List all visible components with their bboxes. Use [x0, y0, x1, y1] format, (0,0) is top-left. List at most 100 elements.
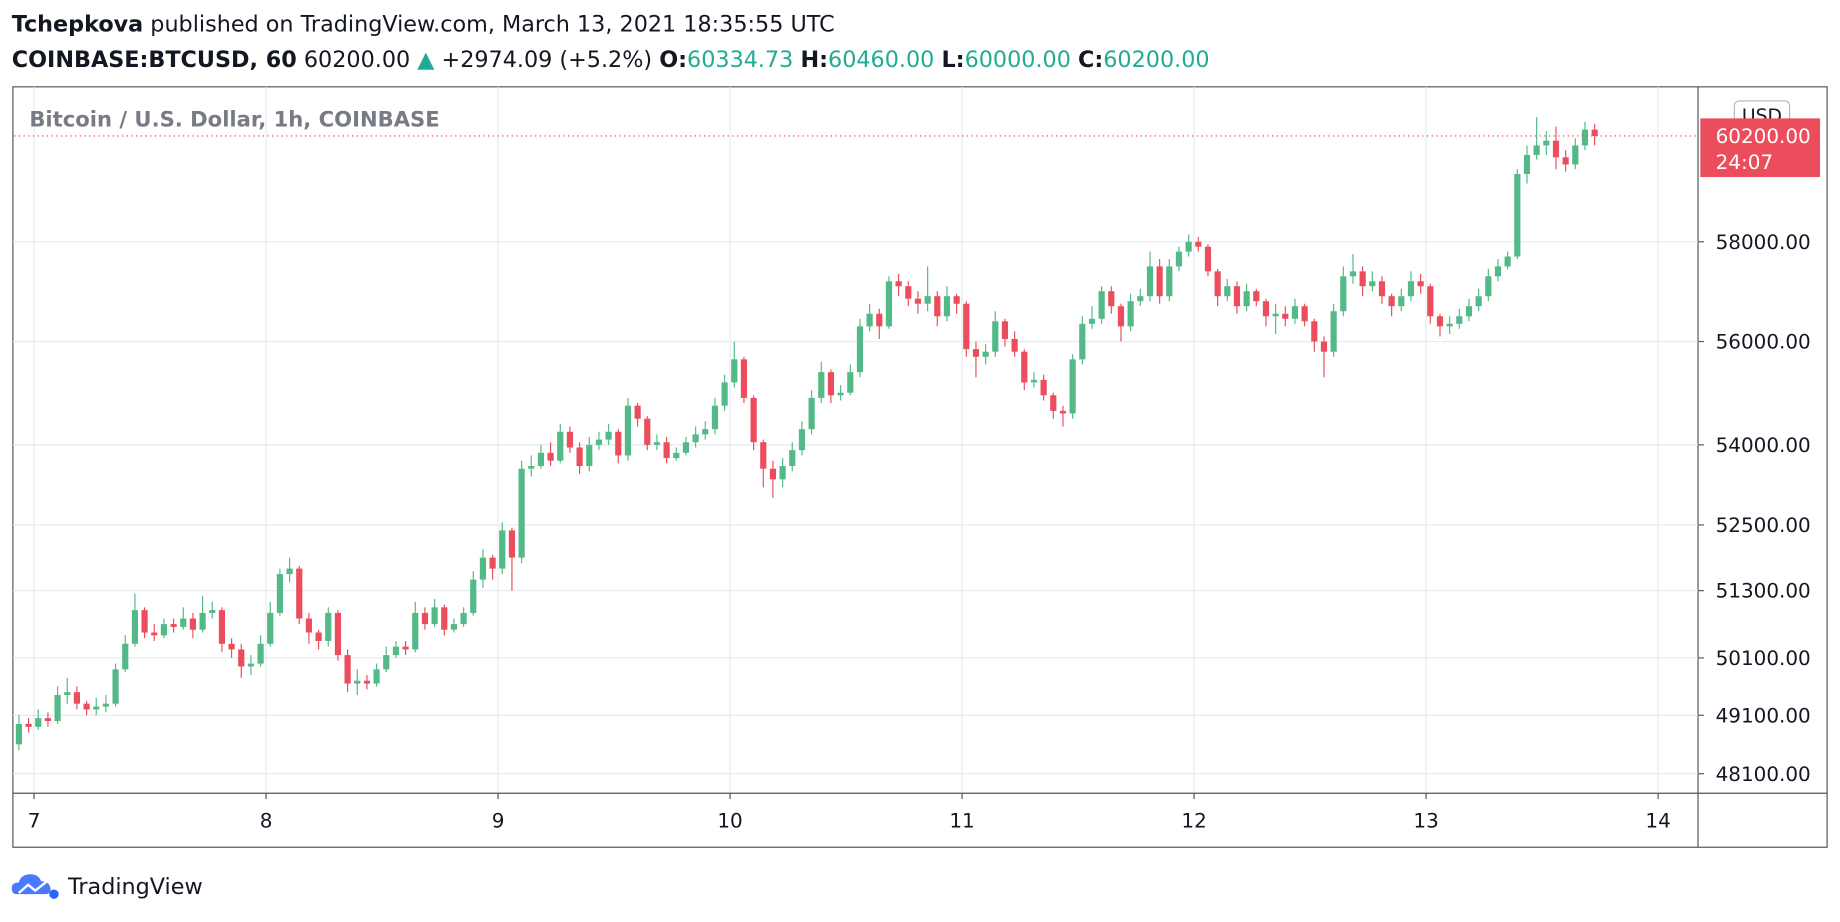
candle-body — [141, 610, 148, 633]
x-tick-label: 11 — [949, 808, 974, 832]
candle-body — [1214, 271, 1221, 297]
candle-body — [1378, 281, 1386, 297]
candle-body — [93, 706, 100, 710]
candle-body — [276, 574, 284, 613]
candle-body — [924, 296, 931, 304]
candle-body — [189, 618, 197, 630]
candle-body — [1562, 157, 1569, 165]
candle-body — [1030, 379, 1038, 383]
candle-body — [315, 632, 322, 641]
candle-body — [257, 643, 264, 664]
candle-body — [1040, 379, 1047, 396]
last-price-box — [1700, 118, 1821, 178]
candle-body — [1591, 129, 1598, 136]
candle-body — [508, 530, 516, 558]
grid — [12, 86, 1699, 793]
candle-body — [866, 313, 873, 327]
candle-body — [112, 669, 119, 704]
candle-body — [653, 442, 661, 445]
candle-body — [363, 680, 371, 684]
candle-body — [199, 612, 206, 630]
y-tick-label: 58000.00 — [1716, 230, 1811, 254]
candle-body — [470, 579, 477, 613]
candle-body — [1436, 316, 1444, 327]
candle-body — [344, 655, 351, 684]
candle-body — [102, 703, 110, 707]
candle-body — [1581, 129, 1589, 146]
candle-body — [1523, 154, 1531, 175]
candle-body — [1552, 140, 1560, 158]
candle-body — [798, 429, 806, 451]
candle-body — [982, 351, 989, 357]
candle-body — [247, 663, 255, 667]
y-tick-label: 49100.00 — [1716, 703, 1811, 727]
candle-body — [392, 646, 400, 656]
candle-body — [286, 568, 293, 575]
candle-body — [267, 612, 274, 644]
candle-body — [1001, 321, 1009, 339]
candle-body — [354, 680, 361, 684]
candle-body — [305, 618, 313, 633]
c-value: 60200.00 — [1103, 47, 1209, 73]
candle-body — [1340, 276, 1347, 312]
candle-body — [1475, 296, 1482, 307]
candle-body — [634, 405, 641, 419]
x-tick-label: 8 — [260, 808, 273, 832]
x-tick-label: 14 — [1645, 808, 1670, 832]
candle-body — [1427, 286, 1434, 317]
up-arrow: ▲ — [417, 47, 435, 73]
candle-body — [1407, 281, 1415, 297]
candle-body — [218, 610, 226, 644]
candle-body — [702, 429, 709, 435]
candle-body — [1253, 291, 1260, 302]
o-value: 60334.73 — [687, 47, 793, 73]
chart-title: Bitcoin / U.S. Dollar, 1h, COINBASE — [29, 107, 439, 132]
candle-body — [83, 703, 90, 710]
candle-body — [1456, 316, 1463, 324]
candle-body — [44, 718, 52, 722]
candle-body — [489, 557, 496, 569]
y-tick-label: 48100.00 — [1716, 762, 1811, 786]
candle-body — [827, 372, 835, 396]
candle-body — [992, 321, 999, 352]
candle-body — [238, 649, 245, 667]
candle-body — [615, 431, 622, 456]
h-value: 60460.00 — [828, 47, 934, 73]
candle-body — [1494, 266, 1502, 277]
symbol-line: COINBASE:BTCUSD, 60 60200.00 ▲ +2974.09 … — [12, 47, 1210, 73]
candle-body — [122, 643, 129, 670]
candle-body — [1514, 174, 1521, 257]
o-label: O: — [659, 47, 687, 73]
x-tick-label: 7 — [28, 808, 41, 832]
candle-body — [1417, 281, 1424, 287]
candle-body — [1195, 241, 1202, 247]
candle-body — [412, 612, 419, 650]
candle-body — [1069, 359, 1076, 414]
candle-body — [334, 612, 342, 656]
candle-body — [624, 405, 632, 456]
candle-body — [450, 624, 458, 630]
l-value: 60000.00 — [965, 47, 1071, 73]
x-tick-label: 9 — [492, 808, 505, 832]
candle-body — [1146, 266, 1154, 297]
candle-body — [1272, 313, 1279, 317]
chart-frame — [12, 86, 1828, 848]
h-label: H: — [800, 47, 828, 73]
candle-body — [963, 303, 970, 350]
candle-body — [1011, 338, 1018, 352]
x-tick-label: 10 — [717, 808, 742, 832]
candle-body — [1330, 311, 1337, 352]
candle-body — [1243, 291, 1250, 307]
y-tick-label: 50100.00 — [1716, 646, 1811, 670]
candle-body — [1175, 251, 1183, 267]
candle-body — [1098, 291, 1105, 319]
candle-body — [943, 296, 951, 317]
last: 60200.00 — [304, 47, 410, 73]
candle-body — [885, 281, 893, 327]
candle-body — [566, 431, 574, 448]
candle-body — [682, 442, 690, 453]
candle-body — [1465, 306, 1473, 317]
candle-body — [35, 718, 42, 727]
publish-line: Tchepkova published on TradingView.com, … — [12, 12, 835, 38]
candle-body — [64, 692, 71, 696]
